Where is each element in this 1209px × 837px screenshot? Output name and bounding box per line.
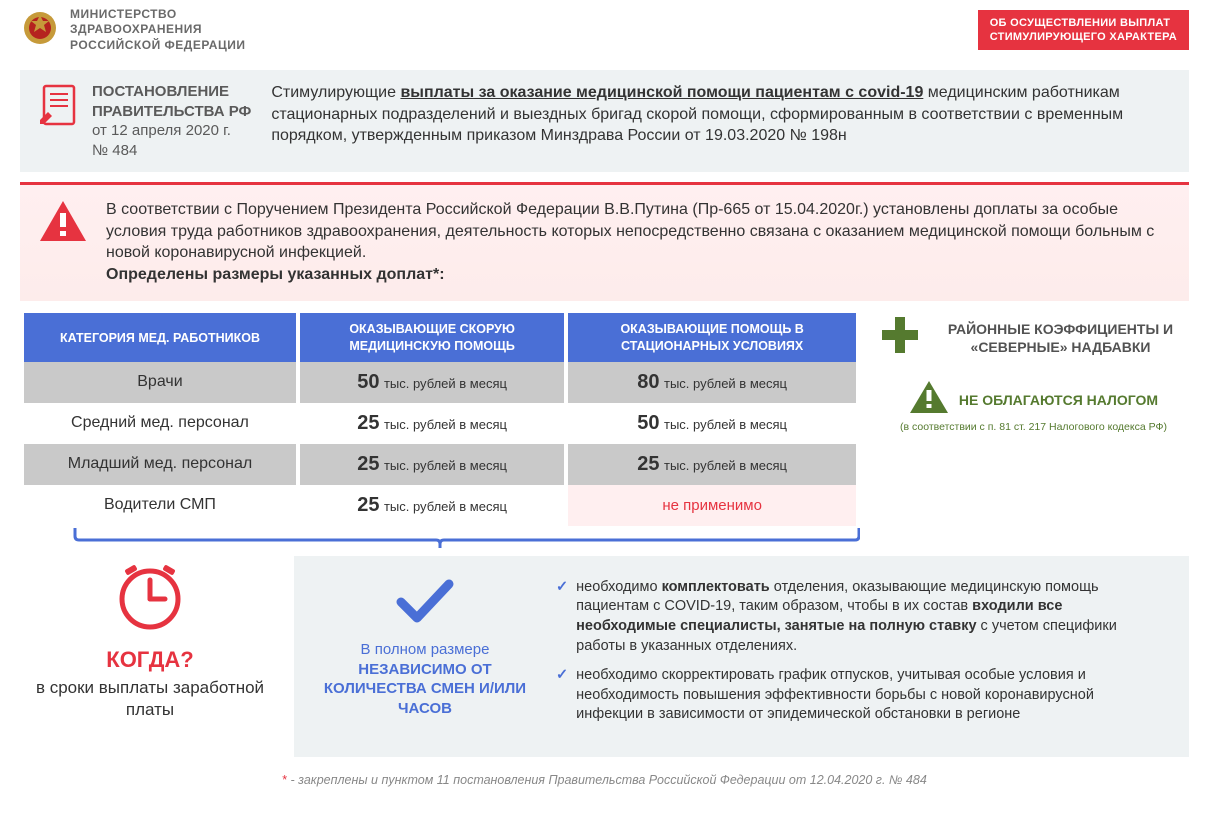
cell-val: 25 тыс. рублей в месяц: [300, 403, 564, 444]
cell-val: 25 тыс. рублей в месяц: [568, 444, 856, 485]
cell-cat: Средний мед. персонал: [24, 403, 296, 444]
cell-val: 50 тыс. рублей в месяц: [300, 362, 564, 403]
bottom-row: КОГДА? в сроки выплаты заработной платы …: [20, 556, 1189, 757]
th-hospital: ОКАЗЫВАЮЩИЕ ПОМОЩЬ В СТАЦИОНАРНЫХ УСЛОВИ…: [568, 313, 856, 362]
payments-table: КАТЕГОРИЯ МЕД. РАБОТНИКОВ ОКАЗЫВАЮЩИЕ СК…: [20, 313, 860, 526]
cell-val: 25 тыс. рублей в месяц: [300, 444, 564, 485]
alert-bold: Определены размеры указанных доплат*:: [106, 264, 1171, 286]
ministry-line3: РОССИЙСКОЙ ФЕДЕРАЦИИ: [70, 38, 245, 54]
badge-line1: ОБ ОСУЩЕСТВЛЕНИИ ВЫПЛАТ: [990, 16, 1177, 30]
check-icon: ✓: [556, 666, 568, 725]
coefficients-text: РАЙОННЫЕ КОЭФФИЦИЕНТЫ И «СЕВЕРНЫЕ» НАДБА…: [932, 320, 1189, 356]
ministry-line1: МИНИСТЕРСТВО: [70, 7, 245, 23]
plus-icon: [878, 313, 922, 362]
decree-title-l2: ПРАВИТЕЛЬСТВА РФ: [92, 102, 251, 122]
top-badge: ОБ ОСУЩЕСТВЛЕНИИ ВЫПЛАТ СТИМУЛИРУЮЩЕГО Х…: [978, 10, 1189, 51]
ministry-line2: ЗДРАВООХРАНЕНИЯ: [70, 22, 245, 38]
cell-cat: Врачи: [24, 362, 296, 403]
decree-body: Стимулирующие выплаты за оказание медици…: [271, 82, 1171, 147]
bracket: [20, 526, 1189, 544]
when-subtitle: в сроки выплаты заработной платы: [20, 677, 280, 721]
tax-title: НЕ ОБЛАГАЮТСЯ НАЛОГОМ: [959, 391, 1158, 409]
check-icon: ✓: [556, 578, 568, 656]
th-category: КАТЕГОРИЯ МЕД. РАБОТНИКОВ: [24, 313, 296, 362]
cell-cat: Младший мед. персонал: [24, 444, 296, 485]
cell-val: 50 тыс. рублей в месяц: [568, 403, 856, 444]
bullet-item: ✓ необходимо скорректировать график отпу…: [556, 666, 1163, 725]
decree-date: от 12 апреля 2020 г.: [92, 121, 251, 141]
cell-na: не применимо: [568, 485, 856, 526]
th-ambulance: ОКАЗЫВАЮЩИЕ СКОРУЮ МЕДИЦИНСКУЮ ПОМОЩЬ: [300, 313, 564, 362]
alert-text: В соответствии с Поручением Президента Р…: [106, 199, 1171, 264]
side-column: РАЙОННЫЕ КОЭФФИЦИЕНТЫ И «СЕВЕРНЫЕ» НАДБА…: [878, 313, 1189, 526]
bullet-item: ✓ необходимо комплектовать отделения, ок…: [556, 578, 1163, 656]
decree-panel: ПОСТАНОВЛЕНИЕ ПРАВИТЕЛЬСТВА РФ от 12 апр…: [20, 70, 1189, 172]
cell-val: 80 тыс. рублей в месяц: [568, 362, 856, 403]
checkmark-icon: [395, 613, 455, 630]
table-row: Младший мед. персонал 25 тыс. рублей в м…: [24, 444, 856, 485]
badge-line2: СТИМУЛИРУЮЩЕГО ХАРАКТЕРА: [990, 30, 1177, 44]
when-title: КОГДА?: [20, 647, 280, 673]
clock-icon: [20, 564, 280, 639]
table-row: Водители СМП 25 тыс. рублей в месяц не п…: [24, 485, 856, 526]
full-size-bold: НЕЗАВИСИМО ОТ КОЛИЧЕСТВА СМЕН И/ИЛИ ЧАСО…: [320, 660, 530, 719]
table-row: Средний мед. персонал 25 тыс. рублей в м…: [24, 403, 856, 444]
ministry-logo-block: МИНИСТЕРСТВО ЗДРАВООХРАНЕНИЯ РОССИЙСКОЙ …: [20, 7, 245, 54]
cell-cat: Водители СМП: [24, 485, 296, 526]
tax-note: (в соответствии с п. 81 ст. 217 Налогово…: [878, 421, 1189, 434]
document-icon: [38, 82, 82, 135]
alert-triangle-green-icon: [909, 380, 949, 419]
table-row: Врачи 50 тыс. рублей в месяц 80 тыс. руб…: [24, 362, 856, 403]
header-bar: МИНИСТЕРСТВО ЗДРАВООХРАНЕНИЯ РОССИЙСКОЙ …: [0, 0, 1209, 60]
decree-title-l1: ПОСТАНОВЛЕНИЕ: [92, 82, 251, 102]
warning-triangle-icon: [38, 199, 88, 248]
full-payment-panel: В полном размере НЕЗАВИСИМО ОТ КОЛИЧЕСТВ…: [294, 556, 1189, 757]
footnote: * - закреплены и пунктом 11 постановлени…: [0, 773, 1209, 787]
when-panel: КОГДА? в сроки выплаты заработной платы: [20, 556, 280, 757]
full-size-label: В полном размере: [320, 641, 530, 658]
cell-val: 25 тыс. рублей в месяц: [300, 485, 564, 526]
content-row: КАТЕГОРИЯ МЕД. РАБОТНИКОВ ОКАЗЫВАЮЩИЕ СК…: [20, 313, 1189, 526]
bullets-list: ✓ необходимо комплектовать отделения, ок…: [556, 578, 1163, 735]
emblem-icon: [20, 7, 60, 54]
decree-num: № 484: [92, 141, 251, 161]
alert-panel: В соответствии с Поручением Президента Р…: [20, 182, 1189, 301]
